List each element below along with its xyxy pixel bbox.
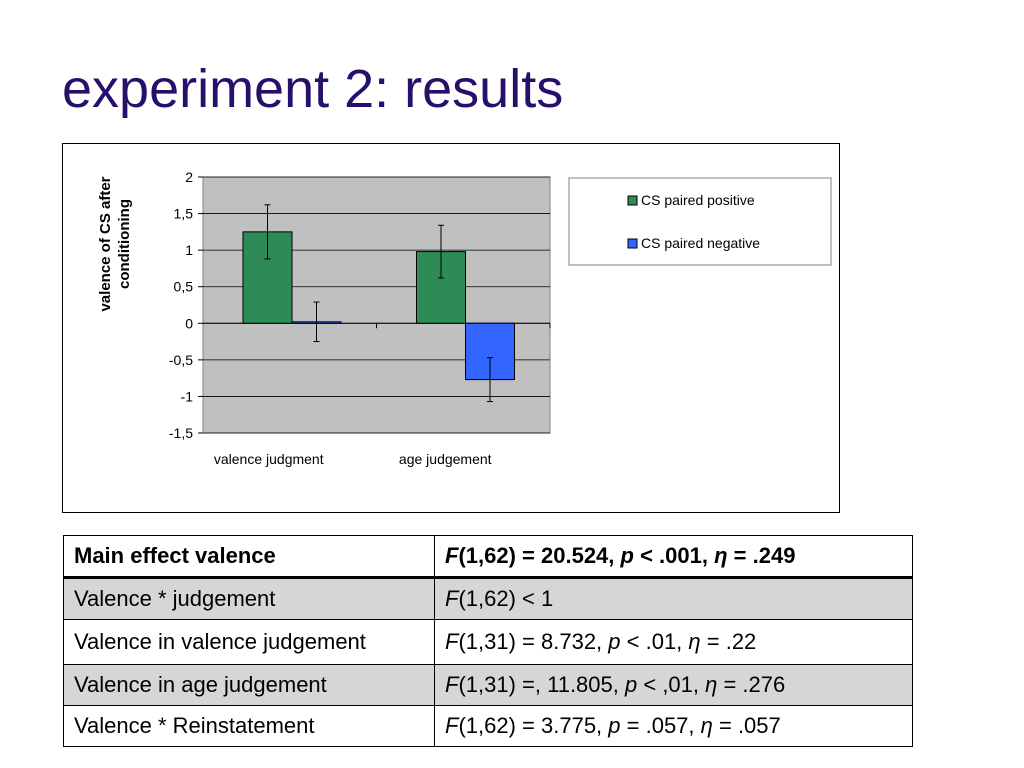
legend-swatch: [627, 195, 638, 206]
results-table: Main effect valence F(1,62) = 20.524, p …: [63, 535, 913, 747]
legend: CS paired positive CS paired negative: [568, 177, 832, 266]
slide-title: experiment 2: results: [62, 59, 564, 119]
y-tick-label: 1,5: [174, 206, 194, 222]
y-tick-label: 2: [185, 169, 193, 185]
y-tick-label: 1: [185, 242, 193, 258]
p-value: < ,01,: [637, 672, 706, 697]
table-cell-stat: F(1,31) = 8.732, p < .01, η = .22: [434, 619, 913, 665]
eta-value: = .057: [712, 713, 781, 738]
y-tick-label: 0,5: [174, 279, 194, 295]
eta-symbol: η: [705, 672, 718, 697]
table-row: Valence * judgement F(1,62) < 1: [63, 577, 913, 620]
legend-swatch: [627, 238, 638, 249]
f-symbol: F: [445, 586, 459, 611]
x-category-label: age judgement: [399, 451, 492, 467]
table-cell-label: Valence in valence judgement: [63, 619, 435, 665]
chart-frame: 2 1,5 1 0,5 0 -0,5 -1 -1,5 valence judgment age …: [62, 143, 840, 513]
table-header-row: Main effect valence F(1,62) = 20.524, p …: [63, 535, 913, 579]
table-cell-label: Main effect valence: [63, 535, 435, 579]
y-tick-label: -0,5: [169, 352, 193, 368]
table-cell-label: Valence in age judgement: [63, 664, 435, 706]
eta-symbol: η: [714, 543, 728, 568]
f-args: (1,62) < 1: [458, 586, 554, 611]
table-cell-stat: F(1,62) < 1: [434, 577, 913, 620]
eta-value: = .249: [727, 543, 796, 568]
table-cell-stat: F(1,62) = 3.775, p = .057, η = .057: [434, 705, 913, 747]
p-value: < .001,: [633, 543, 715, 568]
f-symbol: F: [445, 713, 459, 738]
error-bars: [264, 204, 493, 403]
table-cell-label: Valence * Reinstatement: [63, 705, 435, 747]
f-symbol: F: [445, 672, 459, 697]
x-axis-category-labels: valence judgment age judgement: [214, 451, 492, 467]
f-args: (1,31) =, 11.805,: [458, 672, 625, 697]
eta-value: = .276: [717, 672, 786, 697]
legend-label: CS paired positive: [641, 192, 755, 208]
table-row: Valence in age judgement F(1,31) =, 11.8…: [63, 664, 913, 706]
p-symbol: p: [625, 672, 638, 697]
f-symbol: F: [445, 543, 459, 568]
f-args: (1,62) = 3.775,: [458, 713, 609, 738]
x-category-label: valence judgment: [214, 451, 324, 467]
y-axis-label-line-2: conditioning: [116, 199, 133, 289]
eta-symbol: η: [700, 713, 713, 738]
table-row: Valence * Reinstatement F(1,62) = 3.775,…: [63, 705, 913, 747]
p-symbol: p: [620, 543, 634, 568]
y-tick-label: -1,5: [169, 425, 193, 441]
table-row: Valence in valence judgement F(1,31) = 8…: [63, 619, 913, 665]
eta-value: = .22: [700, 629, 757, 654]
y-tick-label: -1: [181, 388, 194, 404]
f-symbol: F: [445, 629, 459, 654]
legend-label: CS paired negative: [641, 235, 760, 251]
y-axis-tick-labels: 2 1,5 1 0,5 0 -0,5 -1 -1,5: [169, 169, 193, 441]
p-symbol: p: [608, 713, 621, 738]
table-cell-label: Valence * judgement: [63, 577, 435, 620]
table-cell-stat: F(1,62) = 20.524, p < .001, η = .249: [434, 535, 913, 579]
legend-box: [568, 177, 832, 266]
table-cell-stat: F(1,31) =, 11.805, p < ,01, η = .276: [434, 664, 913, 706]
p-value: = .057,: [620, 713, 701, 738]
f-args: (1,31) = 8.732,: [458, 629, 609, 654]
y-tick-label: 0: [185, 315, 193, 331]
f-args: (1,62) = 20.524,: [458, 543, 621, 568]
y-axis-label-line-1: valence of CS after: [97, 176, 114, 311]
eta-symbol: η: [688, 629, 701, 654]
p-symbol: p: [608, 629, 621, 654]
p-value: < .01,: [620, 629, 689, 654]
bar-chart: 2 1,5 1 0,5 0 -0,5 -1 -1,5 valence judgment age …: [97, 169, 832, 467]
